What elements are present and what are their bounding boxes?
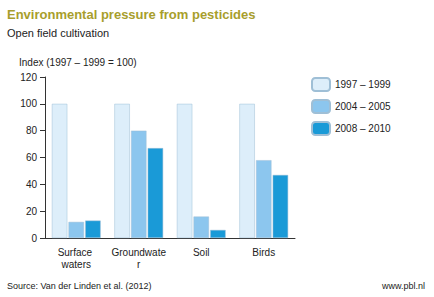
svg-text:20: 20 xyxy=(26,206,38,217)
svg-text:120: 120 xyxy=(20,72,37,83)
svg-text:100: 100 xyxy=(20,98,37,109)
svg-text:Open field cultivation: Open field cultivation xyxy=(7,27,109,39)
svg-text:Groundwate: Groundwate xyxy=(112,247,167,258)
svg-text:www.pbl.nl: www.pbl.nl xyxy=(381,281,425,291)
svg-text:Environmental pressure from pe: Environmental pressure from pesticides xyxy=(7,7,256,22)
svg-text:Index (1997 – 1999 = 100): Index (1997 – 1999 = 100) xyxy=(19,57,137,68)
svg-text:Birds: Birds xyxy=(252,247,275,258)
svg-text:Soil: Soil xyxy=(193,247,210,258)
svg-text:0: 0 xyxy=(31,233,37,244)
svg-text:waters: waters xyxy=(61,259,91,270)
svg-text:2004 – 2005: 2004 – 2005 xyxy=(335,101,391,112)
svg-text:40: 40 xyxy=(26,179,38,190)
svg-text:Source: Van der Linden et al.: Source: Van der Linden et al. (2012) xyxy=(7,281,151,291)
svg-text:2008 – 2010: 2008 – 2010 xyxy=(335,123,391,134)
svg-text:1997 – 1999: 1997 – 1999 xyxy=(335,79,391,90)
svg-text:r: r xyxy=(137,259,141,270)
svg-text:Surface: Surface xyxy=(58,247,95,258)
svg-text:80: 80 xyxy=(26,125,38,136)
svg-text:60: 60 xyxy=(26,152,38,163)
